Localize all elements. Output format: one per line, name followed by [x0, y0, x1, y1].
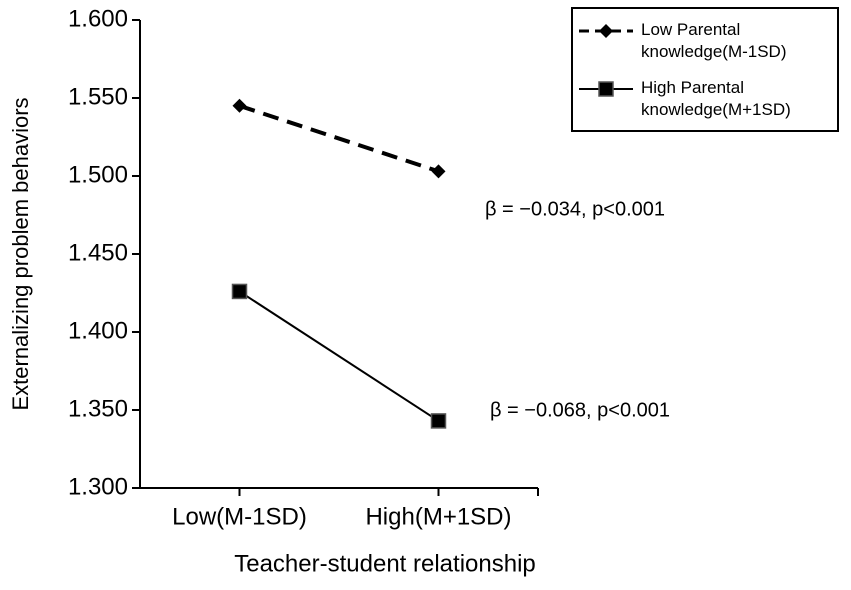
annotation: β = −0.034, p<0.001	[485, 198, 665, 220]
y-tick-label: 1.500	[68, 161, 128, 188]
legend: Low Parental knowledge(M-1SD) High Paren…	[571, 7, 839, 132]
x-tick-label: High(M+1SD)	[365, 503, 511, 530]
x-tick-label: Low(M-1SD)	[172, 503, 307, 530]
marker	[430, 413, 447, 429]
marker	[599, 24, 613, 38]
legend-samples	[579, 24, 633, 97]
y-tick-label: 1.600	[68, 5, 128, 32]
y-tick-label: 1.450	[68, 239, 128, 266]
annotation: β = −0.068, p<0.001	[490, 399, 670, 421]
marker	[231, 283, 248, 300]
y-tick-label: 1.400	[68, 317, 128, 344]
y-tick-label: 1.550	[68, 83, 128, 110]
legend-label: Low Parental knowledge(M-1SD)	[641, 20, 787, 61]
y-tick-label: 1.350	[68, 395, 128, 422]
marker	[431, 164, 446, 179]
y-axis-label: Externalizing problem behaviors	[8, 97, 33, 410]
legend-label: High Parental knowledge(M+1SD)	[641, 78, 791, 119]
x-axis-label: Teacher-student relationship	[234, 550, 536, 577]
series-line	[238, 103, 440, 174]
series-line	[238, 290, 440, 422]
y-tick-label: 1.300	[68, 473, 128, 500]
marker	[232, 98, 247, 113]
marker	[598, 81, 614, 97]
